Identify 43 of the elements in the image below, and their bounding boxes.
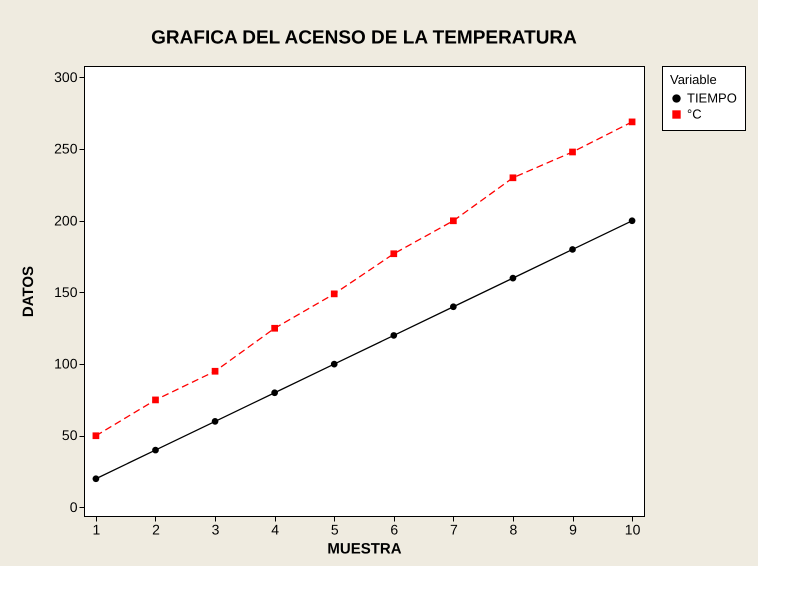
point bbox=[152, 446, 159, 454]
point bbox=[510, 174, 516, 182]
x-tick-label: 6 bbox=[390, 522, 398, 538]
point bbox=[152, 396, 159, 404]
x-axis-title: MUESTRA bbox=[327, 540, 402, 558]
point bbox=[92, 475, 100, 482]
chart-title: GRAFICA DEL ACENSO DE LA TEMPERATURA bbox=[151, 28, 578, 48]
point bbox=[330, 290, 338, 298]
point bbox=[569, 246, 576, 253]
y-tick-label: 150 bbox=[54, 284, 78, 300]
point bbox=[271, 324, 278, 332]
point bbox=[510, 274, 516, 282]
x-tick-label: 7 bbox=[450, 522, 458, 538]
point bbox=[92, 432, 100, 440]
point bbox=[212, 368, 218, 375]
legend-label: TIEMPO bbox=[687, 90, 737, 106]
point bbox=[212, 418, 218, 425]
point bbox=[628, 118, 636, 126]
point bbox=[450, 217, 457, 224]
x-tick-label: 9 bbox=[569, 522, 578, 538]
x-tick-label: 3 bbox=[212, 522, 220, 538]
y-tick-label: 200 bbox=[54, 212, 78, 228]
point bbox=[569, 148, 576, 156]
x-tick-label: 5 bbox=[330, 522, 339, 538]
y-tick-label: 0 bbox=[70, 498, 78, 515]
y-tick-label: 100 bbox=[54, 356, 78, 372]
x-tick-label: 2 bbox=[152, 522, 160, 538]
y-tick-label: 50 bbox=[62, 427, 78, 444]
y-axis-title: DATOS bbox=[20, 266, 38, 318]
point bbox=[271, 389, 278, 396]
point bbox=[450, 303, 457, 310]
x-tick-label: 8 bbox=[510, 522, 518, 538]
x-tick-label: 1 bbox=[92, 522, 101, 538]
point bbox=[390, 332, 398, 339]
x-tick-label: 4 bbox=[271, 522, 280, 538]
point bbox=[330, 360, 338, 368]
x-tick-label: 10 bbox=[624, 522, 641, 538]
legend-title: Variable bbox=[670, 72, 717, 87]
y-tick-label: 300 bbox=[54, 68, 78, 85]
point bbox=[390, 250, 398, 258]
legend-label: °C bbox=[687, 106, 702, 122]
point bbox=[628, 217, 636, 224]
y-tick-label: 250 bbox=[54, 140, 78, 157]
